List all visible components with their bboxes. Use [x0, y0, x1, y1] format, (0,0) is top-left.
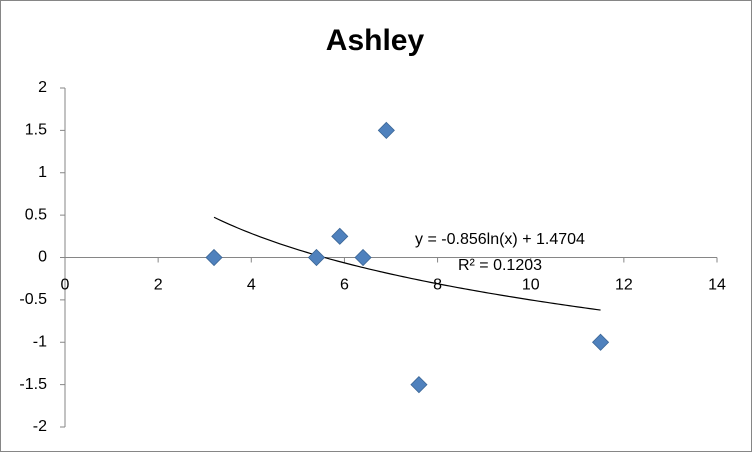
trendline-equation: y = -0.856ln(x) + 1.4704 [415, 231, 585, 248]
y-tick-label: -1.5 [19, 376, 47, 393]
y-tick-label: -2 [33, 418, 47, 435]
data-point [592, 333, 610, 351]
y-tick-label: -1 [33, 333, 47, 350]
y-tick-label: 0 [38, 249, 47, 266]
y-tick-label: 0.5 [25, 206, 47, 223]
data-point [331, 227, 349, 245]
trendline [213, 216, 601, 311]
x-tick-label: 8 [433, 277, 442, 294]
data-point [307, 248, 326, 267]
y-tick-label: 2 [38, 79, 47, 96]
data-point [205, 248, 223, 267]
x-tick-label: 12 [615, 277, 633, 294]
y-tick-label: -0.5 [19, 291, 47, 308]
data-point [377, 121, 395, 139]
chart-title: Ashley [326, 24, 425, 57]
data-point [410, 376, 428, 394]
x-tick-label: 0 [61, 277, 70, 294]
x-tick-label: 10 [522, 277, 540, 294]
y-tick-label: 1.5 [25, 122, 47, 139]
y-tick-label: 1 [38, 164, 47, 181]
x-tick-label: 14 [708, 277, 726, 294]
data-point [354, 248, 372, 267]
trendline-r-squared: R² = 0.1203 [458, 257, 542, 274]
x-tick-label: 6 [340, 277, 349, 294]
x-tick-label: 4 [247, 277, 256, 294]
x-tick-label: 2 [154, 277, 163, 294]
